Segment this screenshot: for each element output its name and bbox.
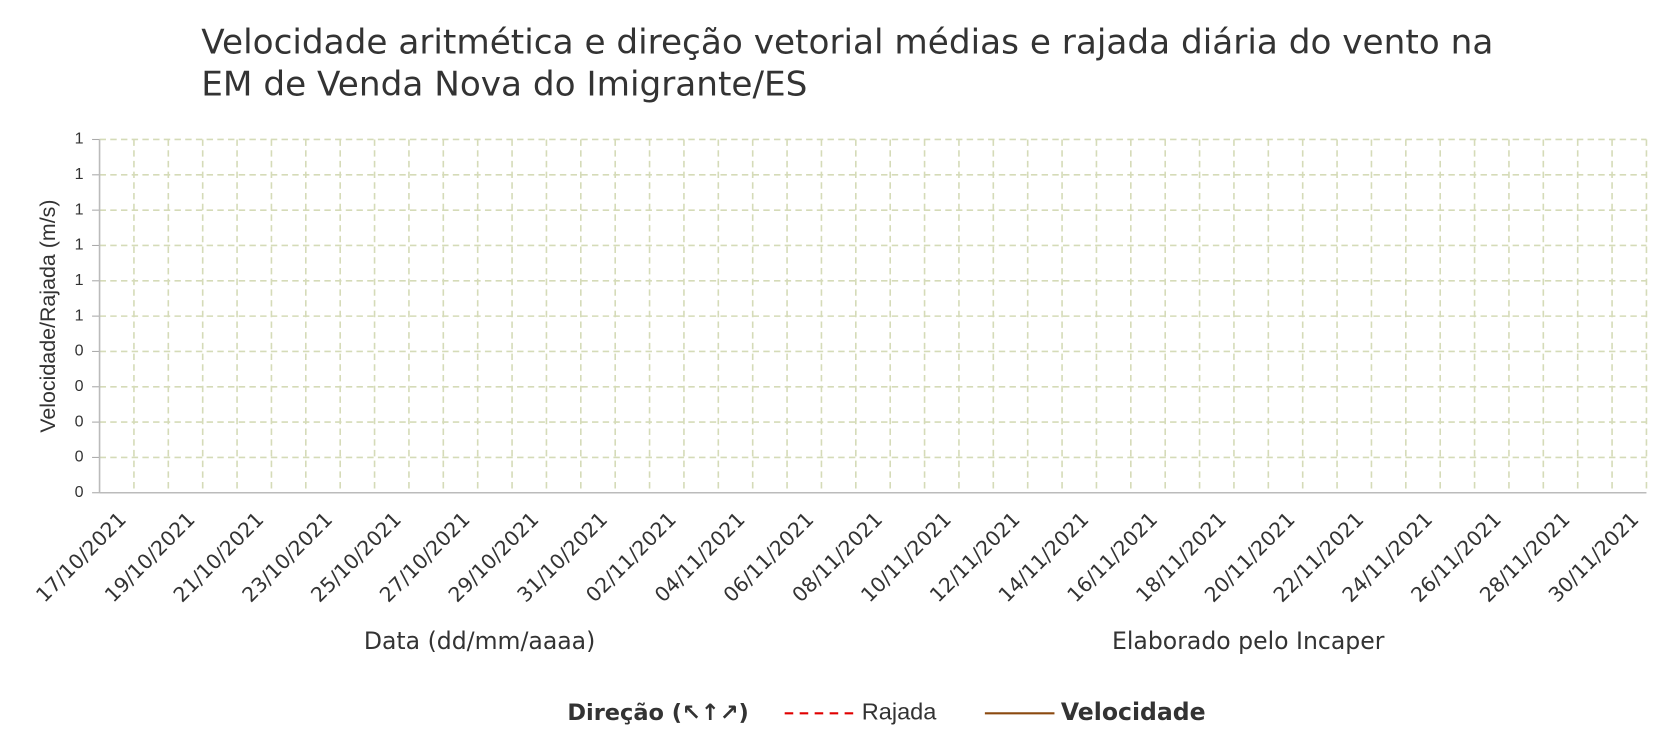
chart-title: EM de Venda Nova do Imigrante/ES xyxy=(201,64,807,104)
y-tick-label: 1 xyxy=(75,130,84,148)
legend-label: Direção (↖↑↗) xyxy=(567,700,748,726)
y-tick-label: 0 xyxy=(75,448,84,466)
legend-label: Velocidade xyxy=(1061,698,1206,726)
y-tick-label: 1 xyxy=(75,200,84,218)
y-tick-label: 1 xyxy=(75,236,84,254)
y-tick-label: 0 xyxy=(75,377,84,395)
plot-area: 0000011111117/10/202119/10/202121/10/202… xyxy=(31,130,1648,607)
y-tick-label: 1 xyxy=(75,306,84,324)
y-tick-label: 0 xyxy=(75,412,84,430)
y-tick-label: 1 xyxy=(75,165,84,183)
x-axis-label: Data (dd/mm/aaaa) xyxy=(364,627,595,655)
y-tick-label: 0 xyxy=(75,483,84,501)
y-axis-label: Velocidade/Rajada (m/s) xyxy=(36,200,60,433)
annotation: Elaborado pelo Incaper xyxy=(1112,627,1385,655)
y-tick-label: 1 xyxy=(75,271,84,289)
legend-label: Rajada xyxy=(862,699,938,725)
chart-title: Velocidade aritmética e direção vetorial… xyxy=(201,23,1493,63)
y-tick-label: 0 xyxy=(75,342,84,360)
legend: Direção (↖↑↗) Rajada Velocidade xyxy=(567,698,1205,726)
